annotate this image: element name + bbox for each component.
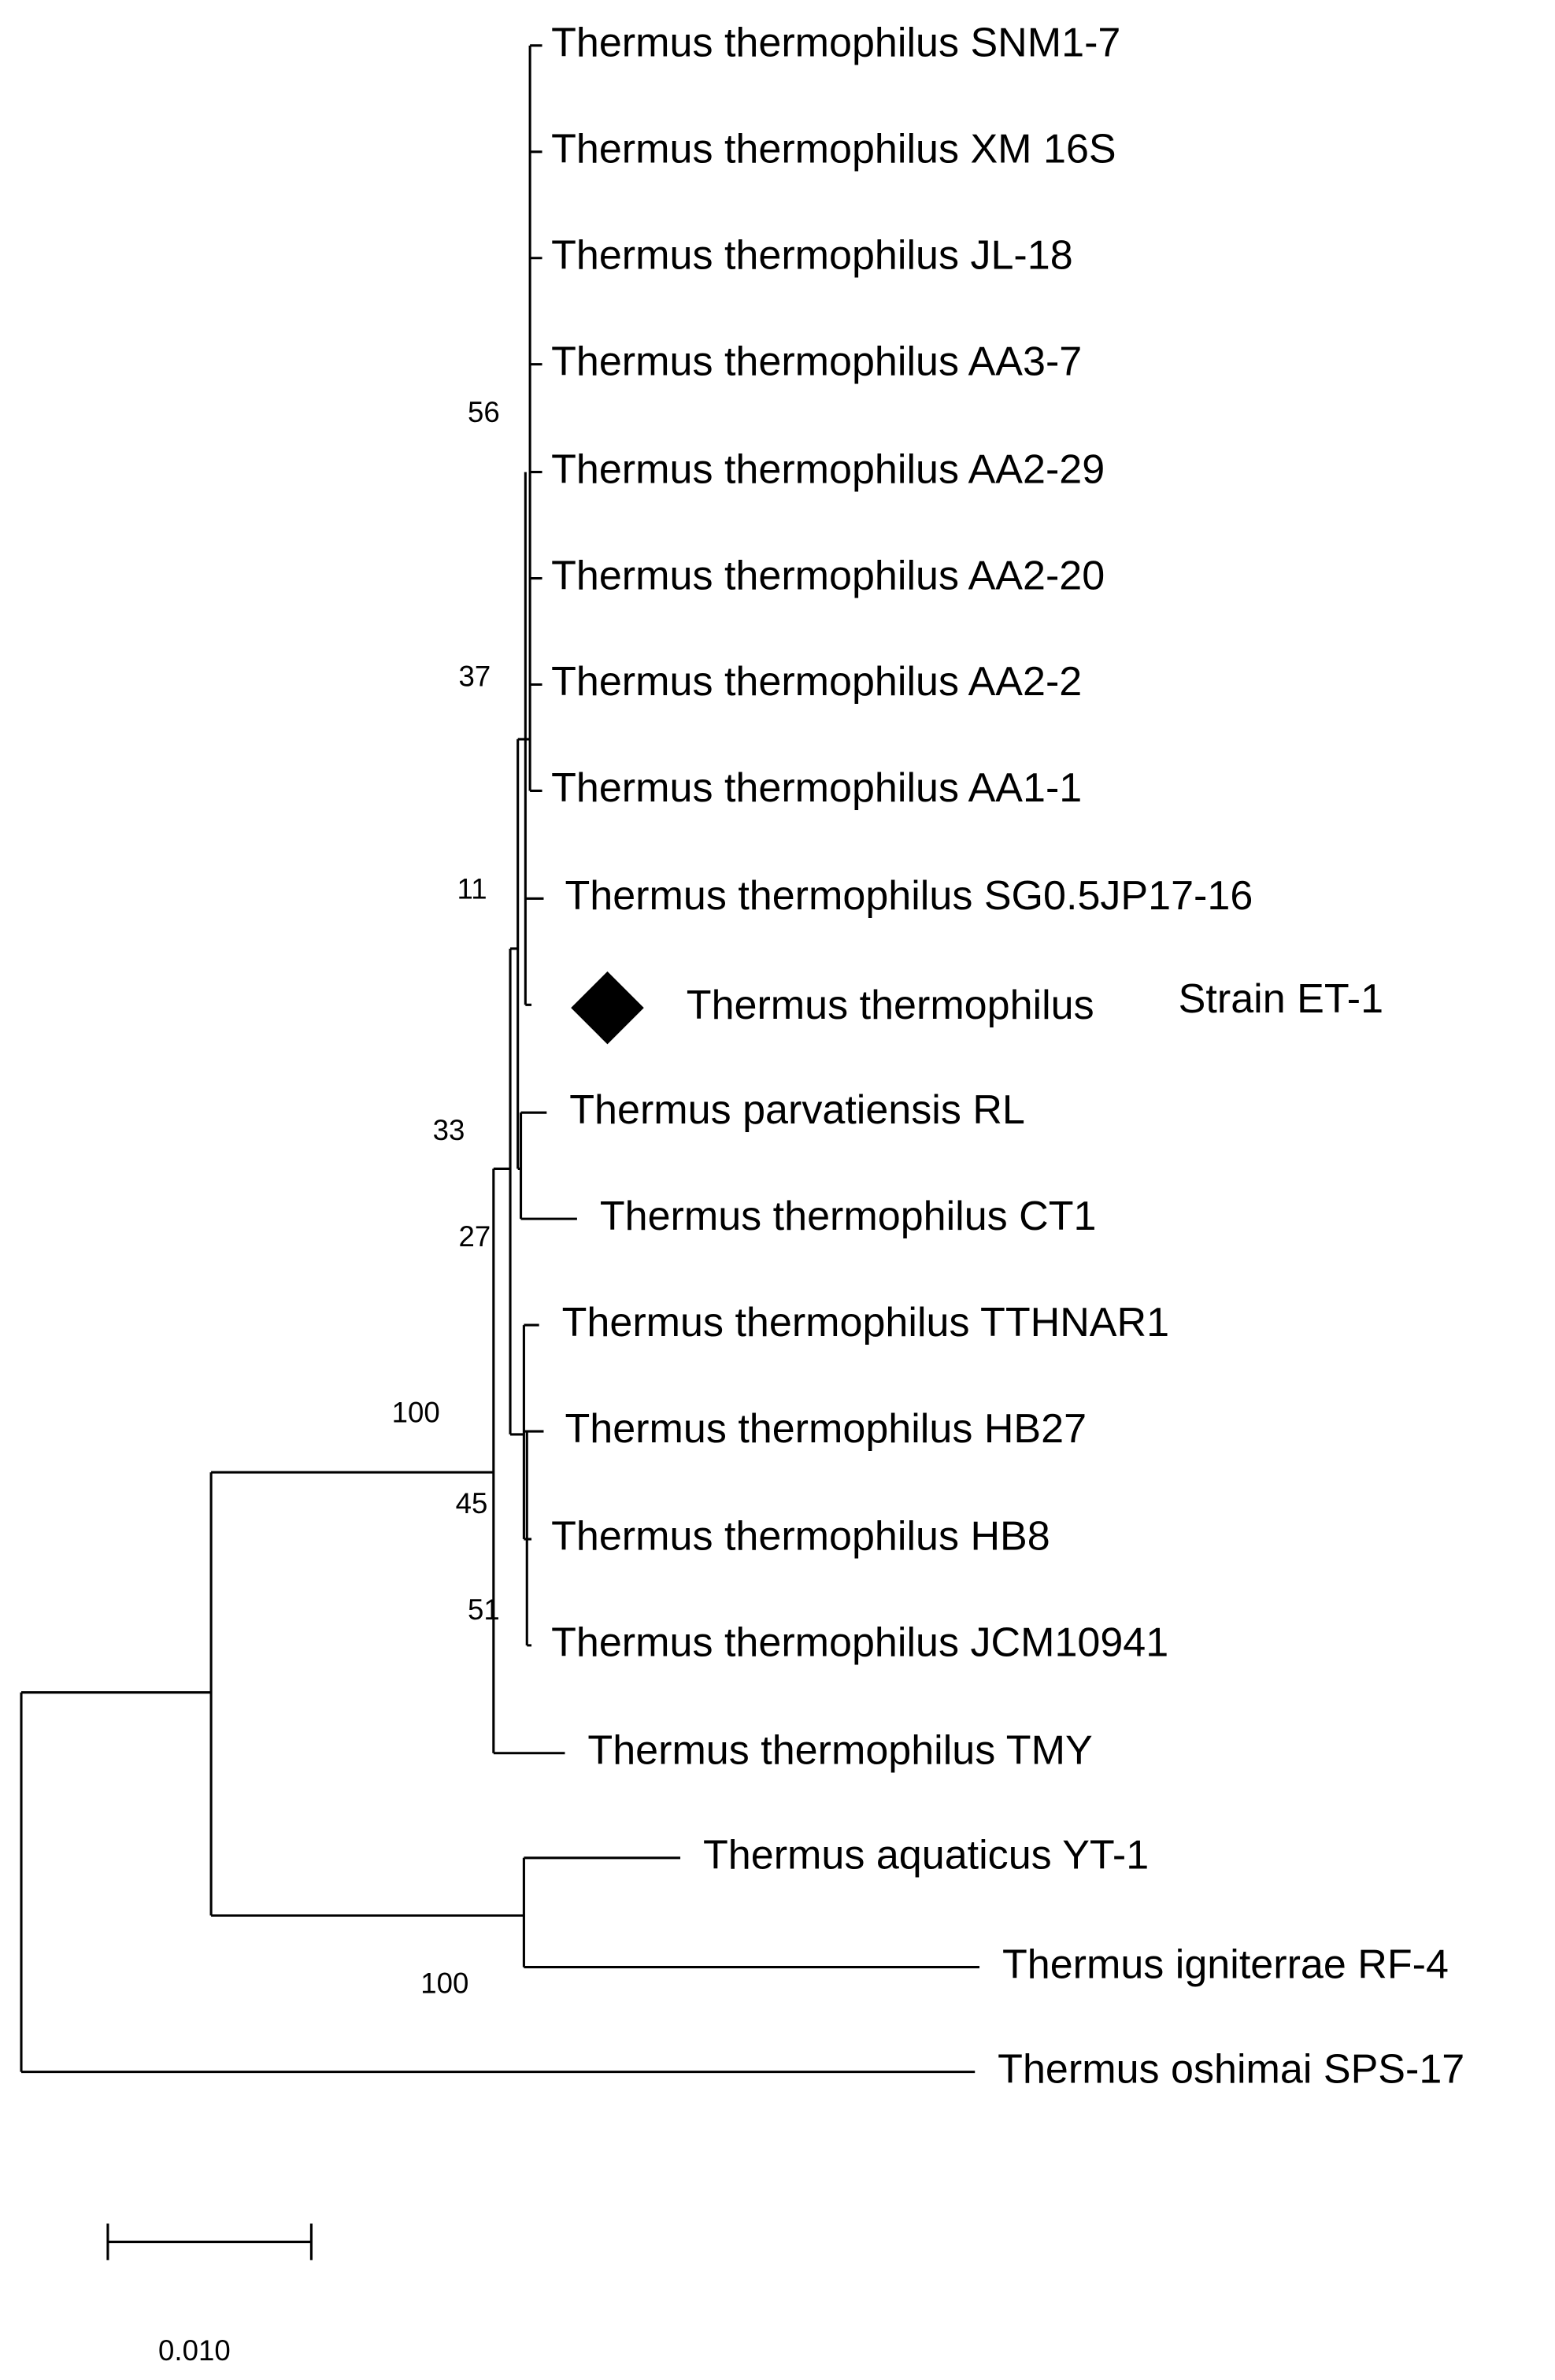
leaf-label: Thermus parvatiensis RL bbox=[569, 1087, 1025, 1133]
leaf-label: Thermus thermophilus AA3-7 bbox=[551, 339, 1082, 384]
bootstrap: 27 bbox=[458, 1220, 491, 1253]
bootstrap: 11 bbox=[457, 872, 487, 905]
clade-branches bbox=[516, 738, 531, 1171]
branches bbox=[20, 44, 980, 2074]
bootstrap: 51 bbox=[468, 1593, 500, 1626]
leaf-label: Thermus thermophilus AA2-29 bbox=[551, 446, 1105, 492]
bootstrap: 100 bbox=[420, 1967, 468, 1999]
leaf-label: Thermus thermophilus SNM1-7 bbox=[551, 20, 1120, 66]
bootstrap: 56 bbox=[468, 396, 500, 428]
leaf-label: Thermus igniterrae RF-4 bbox=[1002, 1941, 1449, 1987]
leaf-label: Thermus thermophilus bbox=[687, 983, 1094, 1028]
bootstrap: 33 bbox=[433, 1114, 465, 1146]
bootstrap-values: 56 37 11 33 27 100 45 51 100 bbox=[392, 396, 500, 1999]
leaf-label: Thermus thermophilus AA2-20 bbox=[551, 553, 1105, 598]
leaf-label: Thermus thermophilus TTHNAR1 bbox=[562, 1300, 1169, 1345]
clade-branches bbox=[528, 44, 542, 792]
clade-branches bbox=[209, 1471, 524, 1917]
scale-bar-line bbox=[106, 2223, 313, 2260]
leaf-label: Thermus thermophilus JCM10941 bbox=[551, 1620, 1168, 1666]
leaf-label: Thermus thermophilus HB27 bbox=[565, 1406, 1087, 1452]
leaf-label: Thermus thermophilus AA2-2 bbox=[551, 659, 1082, 705]
highlight-diamond bbox=[571, 971, 644, 1045]
bootstrap: 100 bbox=[392, 1397, 440, 1429]
clade-branches bbox=[525, 1431, 532, 1647]
leaf-label: Thermus thermophilus AA1-1 bbox=[551, 765, 1082, 811]
clade-branches bbox=[492, 1167, 565, 1755]
scale-bar-label: 0.010 bbox=[158, 2334, 231, 2367]
leaves: Thermus thermophilus SNM1-7 Thermus ther… bbox=[551, 20, 1464, 2093]
clade-branches bbox=[522, 1323, 544, 1541]
clade-branches bbox=[522, 1856, 980, 1969]
leaf-label: Thermus thermophilus JL-18 bbox=[551, 233, 1073, 279]
bootstrap: 37 bbox=[458, 660, 491, 692]
root-branches bbox=[20, 1691, 976, 2074]
clade-branches bbox=[520, 1111, 577, 1220]
leaf-label: Thermus thermophilus XM 16S bbox=[551, 127, 1116, 172]
scale-bar: 0.010 bbox=[106, 2223, 313, 2367]
leaf-label: Thermus oshimai SPS-17 bbox=[998, 2046, 1464, 2092]
leaf-strain: Strain ET-1 bbox=[1179, 976, 1383, 1022]
clade-branches bbox=[509, 947, 524, 1436]
leaf-label: Thermus thermophilus HB8 bbox=[551, 1514, 1050, 1560]
leaf-label: Thermus thermophilus TMY bbox=[587, 1728, 1092, 1774]
leaf-label: Thermus aquaticus YT-1 bbox=[703, 1833, 1149, 1878]
bootstrap: 45 bbox=[456, 1487, 488, 1519]
leaf-label: Thermus thermophilus CT1 bbox=[600, 1194, 1097, 1239]
leaf-label: Thermus thermophilus SG0.5JP17-16 bbox=[565, 873, 1253, 919]
